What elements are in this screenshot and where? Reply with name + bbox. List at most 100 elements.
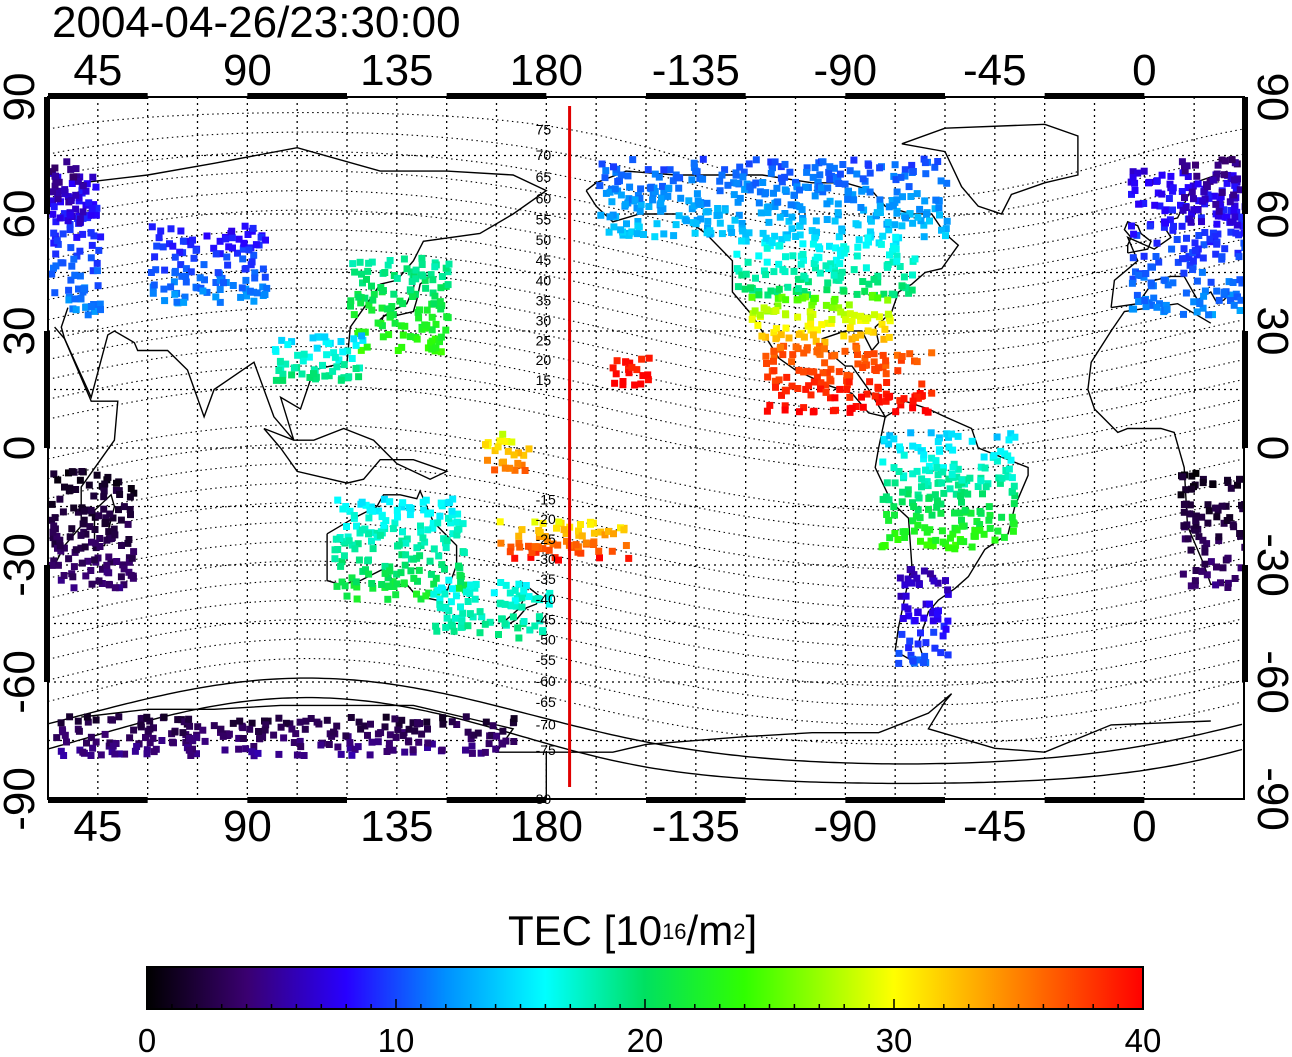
tec-cell-north-america-mid [760, 267, 768, 275]
tec-cell-europe [1152, 253, 1160, 260]
tec-cell-mexico-caribbean [866, 378, 874, 386]
tec-cell-mexico-caribbean [775, 376, 783, 384]
tec-cell-north-america-high [937, 177, 945, 185]
tec-cell-north-america-high [791, 191, 798, 199]
tec-cell-south-china [306, 374, 314, 381]
tec-cell-north-america-high [690, 163, 698, 171]
tec-cell-europe [1156, 300, 1163, 308]
tec-cell-antarctica [185, 715, 193, 723]
tec-cell-south-america-north [968, 543, 976, 551]
tec-cell-europe [1169, 206, 1176, 214]
tec-cell-south-america-north [936, 447, 944, 455]
tec-cell-antarctica [144, 727, 152, 735]
tec-cell-north-america-high [651, 233, 659, 241]
tec-cell-north-america-mid [840, 287, 848, 295]
tec-cell-russia-central-asia [170, 278, 178, 286]
tec-cell-russia-central-asia [250, 297, 258, 305]
tec-cell-japan-east-asia [413, 335, 421, 343]
tec-cell-africa [95, 577, 103, 585]
tec-cell-south-america-north [1008, 513, 1016, 521]
tec-cell-russia-central-asia [169, 242, 177, 250]
tec-cell-south-america-south [902, 592, 910, 600]
tec-cell-japan-east-asia [349, 260, 357, 268]
tec-cell-new-zealand [481, 620, 489, 628]
tec-cell-south-china [344, 347, 352, 355]
tec-cell-scandinavia [1193, 172, 1201, 180]
tec-cell-antarctica [364, 731, 371, 739]
tec-cell-new-zealand [490, 589, 498, 597]
tec-cell-north-america-mid [861, 287, 869, 295]
tec-cell-russia-central-asia [171, 253, 179, 261]
tec-cell-new-zealand [539, 627, 547, 635]
tec-cell-north-america-high [836, 170, 844, 178]
tec-cell-europe [88, 205, 96, 213]
tec-cell-africa [82, 572, 90, 580]
tec-cell-north-america-high [765, 218, 773, 226]
tec-cell-new-zealand [501, 600, 509, 608]
tec-cell-north-america-high [738, 220, 746, 227]
tec-cell-antarctica [439, 720, 447, 728]
tec-cell-antarctica [66, 713, 74, 721]
tec-cell-africa [127, 485, 135, 492]
tec-cell-north-america-high [876, 202, 884, 210]
tec-cell-europe [1174, 258, 1182, 266]
tec-cell-pacific-south [560, 526, 568, 534]
tec-cell-africa [1199, 536, 1207, 544]
tec-cell-pacific-south [532, 548, 540, 556]
tec-cell-australia [369, 545, 377, 553]
tec-cell-scandinavia [76, 215, 84, 223]
tec-cell-antarctica [57, 747, 65, 755]
tec-cell-australia [430, 580, 438, 588]
tec-cell-antarctica [236, 717, 244, 725]
tec-cell-russia-central-asia [167, 225, 175, 233]
tec-cell-australia [455, 562, 462, 570]
tec-cell-south-america-north [939, 468, 947, 476]
tec-cell-australia [430, 545, 438, 553]
tec-cell-north-america-high [866, 228, 874, 236]
tec-cell-antarctica [83, 739, 90, 747]
tec-cell-south-america-north [949, 463, 957, 471]
tec-cell-europe [1200, 241, 1208, 249]
tec-cell-south-china [337, 338, 345, 345]
tec-cell-japan-east-asia [428, 313, 436, 321]
right-frame-tick [1242, 331, 1248, 448]
tec-cell-japan-east-asia [384, 261, 392, 269]
tec-cell-pacific-south [587, 520, 594, 528]
tec-cell-pacific-equatorial [511, 466, 519, 474]
tec-cell-south-america-south [915, 581, 923, 588]
tec-cell-south-america-north [896, 443, 903, 451]
tec-cell-australia [448, 511, 456, 519]
tec-cell-north-america-high [778, 178, 786, 186]
tec-cell-antarctica [292, 730, 300, 738]
tec-cell-south-america-north [926, 467, 934, 475]
tec-cell-mexico-caribbean [853, 344, 861, 352]
tec-cell-south-america-south [930, 577, 938, 585]
tec-cell-japan-east-asia [442, 326, 450, 334]
tec-cell-europe [1153, 177, 1161, 185]
tec-cell-new-zealand [525, 593, 533, 601]
tec-cell-africa [101, 480, 109, 488]
tec-cell-north-america-high [606, 213, 614, 221]
tec-cell-europe [92, 211, 100, 219]
tec-cell-south-america-north [942, 540, 949, 548]
tec-cell-north-america-high [624, 172, 632, 180]
tec-cell-south-china [314, 333, 322, 341]
magnetic-latitude-label: 55 [536, 211, 552, 227]
tec-cell-antarctica [470, 731, 478, 739]
tec-cell-south-america-north [961, 506, 969, 514]
tec-cell-australia [397, 569, 405, 577]
tec-cell-north-america-high [814, 178, 822, 186]
tec-cell-usa-south [754, 321, 762, 329]
magnetic-latitude-line [48, 482, 1243, 570]
tec-cell-japan-east-asia [383, 305, 391, 313]
tec-cell-australia [362, 501, 370, 509]
tec-cell-europe [1180, 269, 1188, 277]
tec-cell-north-america-high [934, 158, 942, 165]
tec-cell-australia [400, 580, 408, 588]
tec-cell-africa [76, 476, 84, 484]
tec-cell-mexico-caribbean [897, 356, 905, 364]
tec-cell-north-america-mid [822, 262, 830, 270]
tec-cell-mexico-caribbean [884, 393, 892, 401]
tec-cell-japan-east-asia [437, 284, 445, 292]
tec-cell-hawaii [637, 380, 645, 388]
